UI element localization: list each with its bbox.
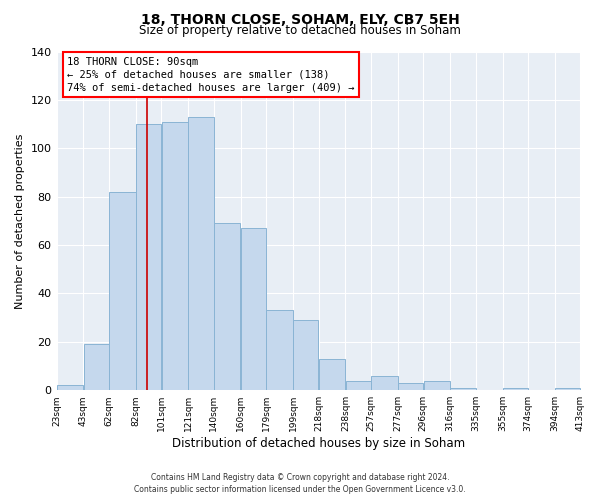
Bar xyxy=(555,388,580,390)
Bar xyxy=(214,224,241,390)
Bar xyxy=(293,320,319,390)
Bar xyxy=(109,192,136,390)
Bar xyxy=(424,380,450,390)
Text: 18, THORN CLOSE, SOHAM, ELY, CB7 5EH: 18, THORN CLOSE, SOHAM, ELY, CB7 5EH xyxy=(140,12,460,26)
Y-axis label: Number of detached properties: Number of detached properties xyxy=(15,133,25,308)
Bar xyxy=(266,310,293,390)
Bar xyxy=(241,228,266,390)
Bar xyxy=(319,359,345,390)
Text: Size of property relative to detached houses in Soham: Size of property relative to detached ho… xyxy=(139,24,461,37)
Bar xyxy=(371,376,398,390)
Bar xyxy=(451,388,476,390)
Bar xyxy=(57,386,83,390)
Bar xyxy=(398,383,423,390)
Bar xyxy=(188,117,214,390)
Bar xyxy=(83,344,109,390)
Text: Contains HM Land Registry data © Crown copyright and database right 2024.
Contai: Contains HM Land Registry data © Crown c… xyxy=(134,472,466,494)
Bar xyxy=(346,380,371,390)
Text: 18 THORN CLOSE: 90sqm
← 25% of detached houses are smaller (138)
74% of semi-det: 18 THORN CLOSE: 90sqm ← 25% of detached … xyxy=(67,56,355,93)
Bar xyxy=(136,124,161,390)
X-axis label: Distribution of detached houses by size in Soham: Distribution of detached houses by size … xyxy=(172,437,465,450)
Bar xyxy=(161,122,188,390)
Bar xyxy=(503,388,528,390)
